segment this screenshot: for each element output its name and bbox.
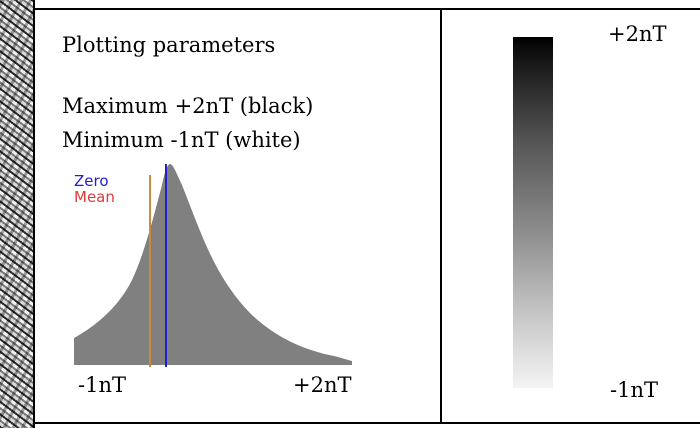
plot-parameters-frame [33,0,700,428]
histogram-area [74,164,352,365]
value-histogram: Zero Mean [74,164,352,367]
bottom-divider [33,422,700,424]
maximum-value-text: Maximum +2nT (black) [62,94,314,118]
background-image-strip [0,0,33,428]
colorbar-min-label: -1nT [610,378,658,402]
zero-legend-label: Zero [74,172,109,190]
plotting-parameters-title: Plotting parameters [62,33,276,57]
mean-legend-label: Mean [74,188,115,206]
minimum-value-text: Minimum -1nT (white) [62,128,301,152]
histogram-max-label: +2nT [293,373,352,397]
histogram-min-label: -1nT [78,373,126,397]
top-divider [33,8,700,10]
colorbar-max-label: +2nT [608,22,667,46]
center-divider [440,8,442,424]
grayscale-colorbar [513,37,553,388]
